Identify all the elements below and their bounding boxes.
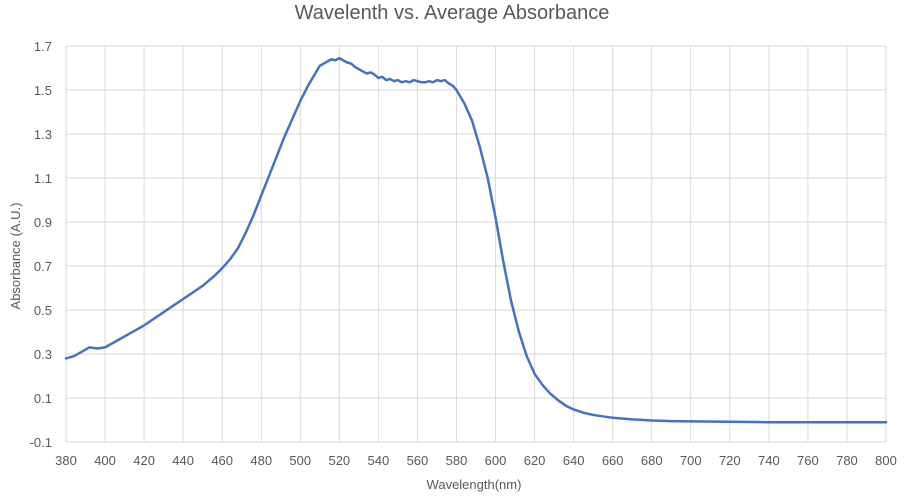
x-tick-label: 720 — [719, 453, 741, 468]
x-tick-label: 680 — [641, 453, 663, 468]
x-tick-label: 760 — [797, 453, 819, 468]
y-tick-label: 0.1 — [34, 391, 52, 406]
x-tick-label: 700 — [680, 453, 702, 468]
x-tick-label: 460 — [211, 453, 233, 468]
x-tick-label: 780 — [836, 453, 858, 468]
y-tick-label: 0.3 — [34, 347, 52, 362]
x-tick-label: 560 — [407, 453, 429, 468]
y-tick-label: -0.1 — [30, 435, 52, 450]
x-tick-label: 480 — [250, 453, 272, 468]
x-tick-label: 740 — [758, 453, 780, 468]
absorbance-series-line — [64, 56, 888, 424]
chart-title: Wavelenth vs. Average Absorbance — [295, 2, 610, 24]
x-tick-label: 800 — [875, 453, 897, 468]
y-tick-label: 1.7 — [34, 39, 52, 54]
x-tick-label: 640 — [563, 453, 585, 468]
x-tick-label: 660 — [602, 453, 624, 468]
x-tick-label: 520 — [328, 453, 350, 468]
y-axis-title: Absorbance (A.U.) — [8, 203, 23, 310]
x-tick-label: 400 — [94, 453, 116, 468]
y-tick-label: 0.9 — [34, 215, 52, 230]
x-tick-label: 620 — [524, 453, 546, 468]
y-tick-label: 0.7 — [34, 259, 52, 274]
y-tick-label: 0.5 — [34, 303, 52, 318]
y-tick-label: 1.1 — [34, 171, 52, 186]
x-tick-label: 500 — [289, 453, 311, 468]
gridlines — [65, 45, 887, 443]
x-tick-label: 420 — [133, 453, 155, 468]
x-axis-title: Wavelength(nm) — [427, 477, 522, 492]
series-layer — [64, 56, 888, 424]
tick-labels: -0.1 0.1 0.3 0.5 0.7 0.9 1.1 1.3 1.5 1.7 380 400 420… — [30, 39, 897, 468]
x-tick-label: 580 — [446, 453, 468, 468]
y-tick-label: 1.5 — [34, 83, 52, 98]
x-tick-label: 440 — [172, 453, 194, 468]
x-tick-label: 540 — [368, 453, 390, 468]
x-tick-label: 380 — [55, 453, 77, 468]
x-tick-label: 600 — [485, 453, 507, 468]
y-tick-label: 1.3 — [34, 127, 52, 142]
